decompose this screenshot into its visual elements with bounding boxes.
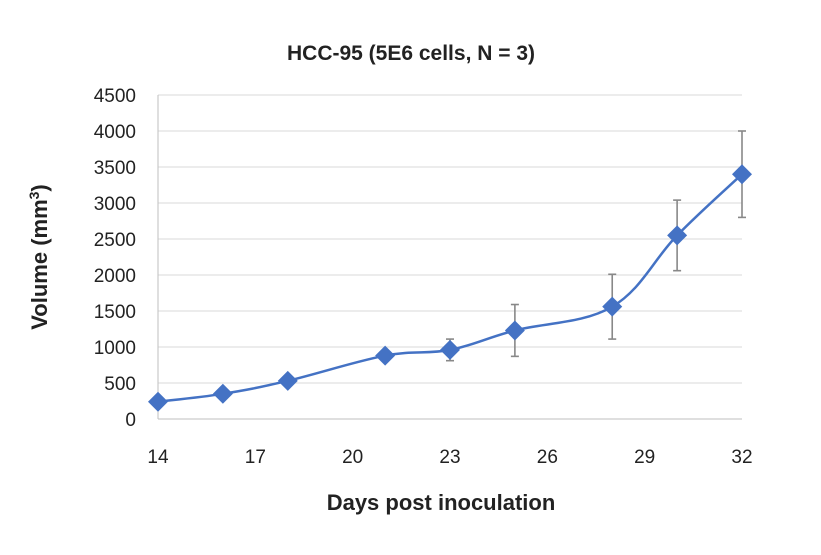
series-line: [157, 173, 743, 403]
x-tick-label: 23: [439, 447, 460, 468]
data-point: [375, 345, 396, 366]
data-point: [277, 370, 298, 391]
y-tick-label: 500: [104, 374, 136, 395]
y-tick-label: 0: [125, 410, 136, 431]
y-axis-title-main: Volume (mm: [27, 199, 52, 329]
data-point: [504, 320, 525, 341]
data-point: [148, 391, 168, 412]
gridlines: [158, 94, 742, 384]
data-point: [440, 339, 460, 360]
y-tick-label: 1000: [94, 338, 136, 359]
y-tick-label: 2500: [94, 230, 136, 251]
y-tick-label: 4000: [94, 122, 136, 143]
y-axis-title-end: ): [27, 184, 52, 191]
y-tick-label: 2000: [94, 266, 136, 287]
x-tick-label: 20: [342, 447, 363, 468]
x-axis-title: Days post inoculation: [327, 490, 556, 515]
data-point: [732, 164, 752, 185]
y-tick-label: 4500: [94, 86, 136, 107]
y-axis-title-sup: 3: [26, 191, 42, 199]
chart-title: HCC-95 (5E6 cells, N = 3): [287, 42, 535, 65]
data-point: [602, 296, 623, 317]
x-tick-label: 14: [147, 447, 169, 468]
series-markers: [148, 164, 752, 412]
data-point: [212, 383, 233, 404]
y-tick-label: 3500: [94, 158, 136, 179]
y-axis-ticks: 0 500 1000 1500 2000 2500 3000 3500 4000 4500: [94, 86, 136, 431]
x-axis-ticks: 14 17 20 23 26 29 32: [147, 447, 752, 468]
y-axis-title: Volume (mm3): [26, 184, 52, 330]
x-tick-label: 26: [537, 447, 558, 468]
x-tick-label: 32: [731, 447, 752, 468]
error-bars: [446, 130, 746, 362]
y-tick-label: 1500: [94, 302, 136, 323]
x-tick-label: 29: [634, 447, 655, 468]
data-point: [667, 225, 688, 246]
y-tick-label: 3000: [94, 194, 136, 215]
x-tick-label: 17: [245, 447, 266, 468]
